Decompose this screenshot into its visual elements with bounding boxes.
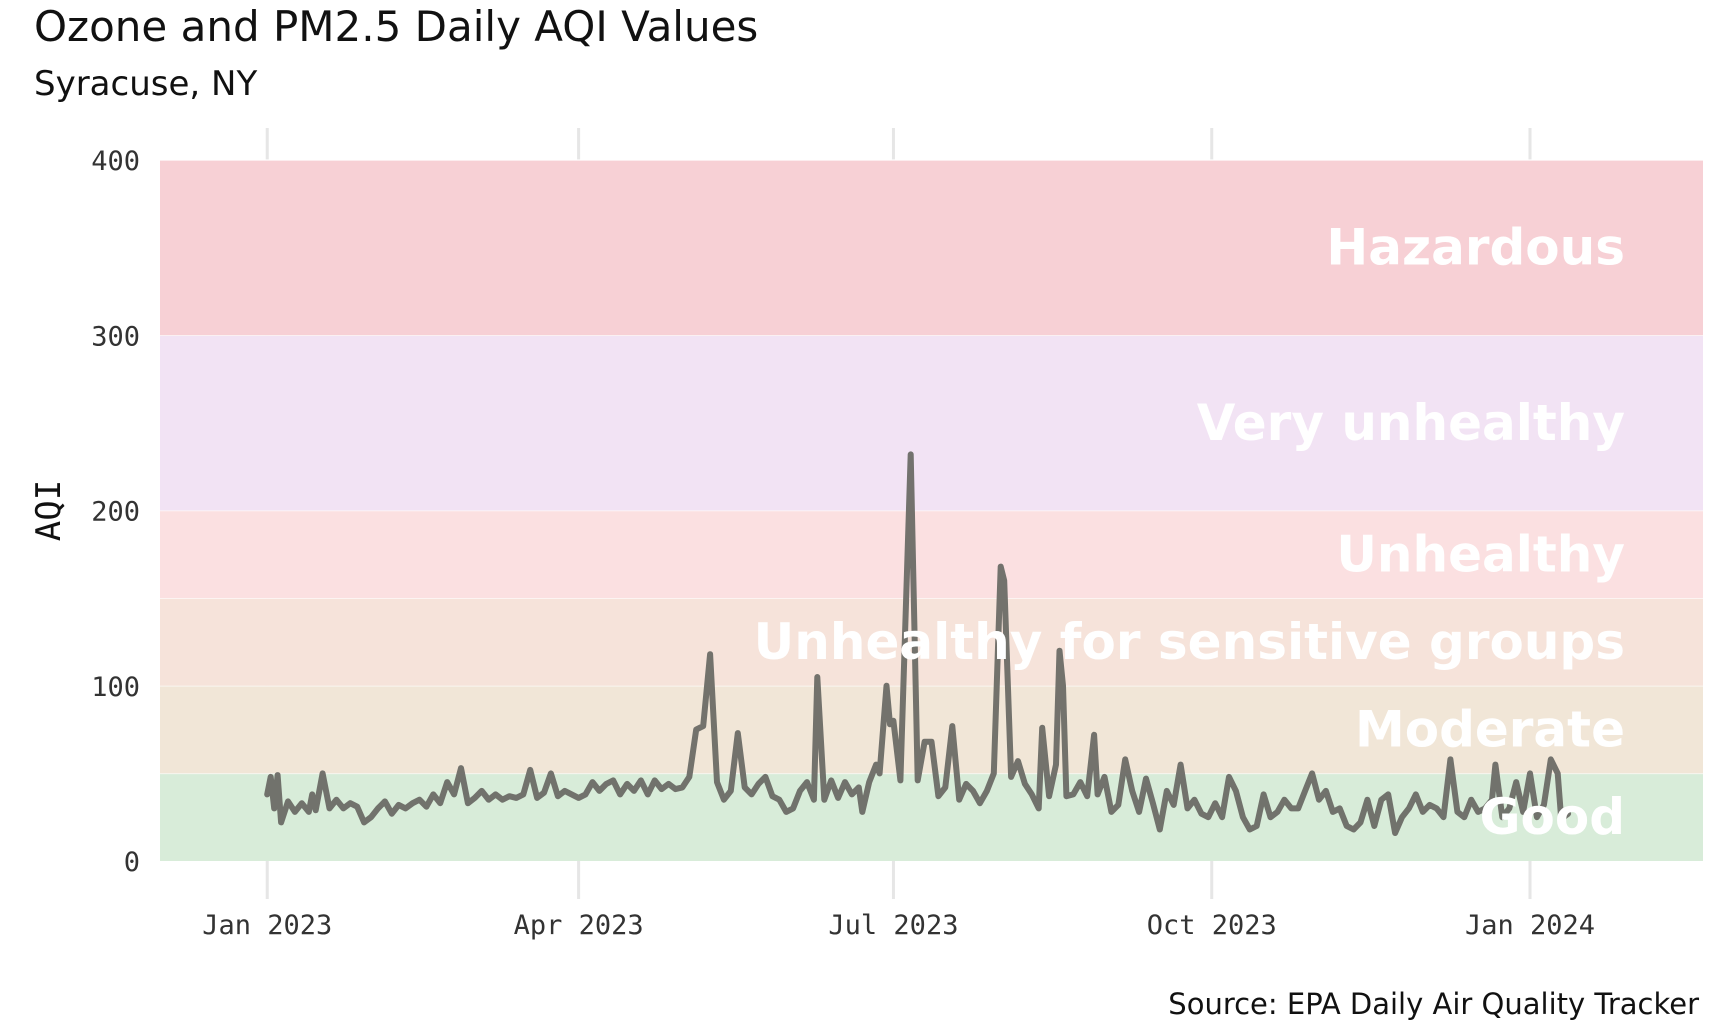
y-tick-label: 100 [91, 672, 140, 703]
y-tick-label: 0 [124, 847, 140, 878]
band-label-very-unhealthy: Very unhealthy [1197, 394, 1625, 452]
band-unhealthy [160, 510, 1703, 599]
band-label-good: Good [1479, 788, 1625, 846]
aqi-series [264, 451, 1572, 836]
x-tick-label: Apr 2023 [514, 910, 644, 941]
band-label-hazardous: Hazardous [1326, 219, 1625, 277]
x-tick-label: Jan 2024 [1465, 910, 1595, 941]
y-tick-label: 200 [91, 497, 140, 528]
y-tick-label: 400 [91, 146, 140, 177]
band-hazardous [160, 160, 1703, 336]
x-tick-label: Oct 2023 [1147, 910, 1277, 941]
chart-title: Ozone and PM2.5 Daily AQI Values [34, 2, 759, 51]
chart-source: Source: EPA Daily Air Quality Tracker [1168, 987, 1699, 1021]
aqi-line-chart: 0 100 200 300 400 Jan 2023 Apr 2023 Jul 2023 Oc… [29, 128, 1703, 941]
x-axis-ticks: Jan 2023 Apr 2023 Jul 2023 Oct 2023 Jan 2024 [202, 910, 1595, 941]
x-tick-label: Jan 2023 [202, 910, 332, 941]
chart-subtitle: Syracuse, NY [34, 64, 258, 104]
band-label-moderate: Moderate [1355, 701, 1625, 759]
band-label-unhealthy-for-sensitive-groups: Unhealthy for sensitive groups [754, 613, 1625, 671]
y-tick-label: 300 [91, 321, 140, 352]
band-unhealthy-for-sensitive-groups [160, 598, 1703, 686]
band-label-unhealthy: Unhealthy [1336, 525, 1625, 583]
band-good [160, 773, 1703, 861]
y-axis-title: AQI [29, 480, 69, 541]
aqi-line [264, 451, 1572, 836]
x-tick-label: Jul 2023 [828, 910, 958, 941]
band-very-unhealthy [160, 335, 1703, 511]
y-axis-ticks: 0 100 200 300 400 [91, 146, 140, 878]
aqi-category-labels: Good Moderate Unhealthy for sensitive grou… [754, 219, 1625, 847]
